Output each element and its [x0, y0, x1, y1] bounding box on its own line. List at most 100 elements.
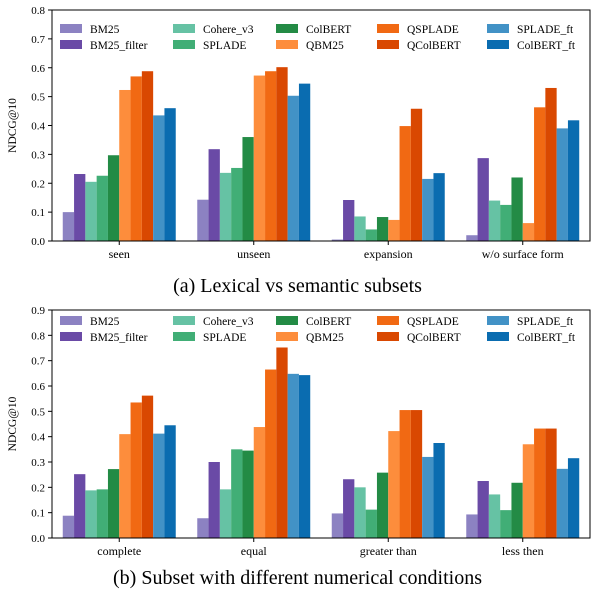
- y-tick-label: 0.7: [31, 34, 45, 46]
- bar-colbert-less-then: [511, 482, 523, 538]
- bar-colbert-w-o-surface-form: [511, 177, 523, 241]
- legend-label: BM25: [90, 316, 120, 328]
- legend-item-cohere-v3: Cohere_v3: [173, 24, 254, 36]
- legend-item-bm25: BM25: [60, 24, 120, 36]
- x-tick-label-equal: equal: [241, 544, 268, 558]
- legend-item-colbert-ft: ColBERT_ft: [487, 40, 576, 52]
- y-tick-label: 0.9: [31, 305, 45, 317]
- x-tick-label-complete: complete: [97, 544, 141, 558]
- legend-swatch: [276, 24, 298, 33]
- legend-swatch: [60, 24, 82, 33]
- bar-qbm25-equal: [253, 427, 266, 538]
- legend-swatch: [487, 332, 509, 341]
- chart-panel-a: 0.0 0.1 0.2 0.3 0.4 0.5 0.6 0.7 0.8 seen unseen exp…: [7, 5, 591, 297]
- legend-item-colbert: ColBERT: [276, 316, 351, 328]
- bar-splade-expansion: [365, 229, 377, 241]
- legend-label: BM25_filter: [90, 40, 148, 52]
- legend-swatch: [173, 40, 195, 49]
- legend-label: ColBERT: [306, 24, 351, 36]
- bar-bm25-unseen: [197, 199, 209, 241]
- bar-qsplade-complete: [130, 402, 142, 538]
- bar-splade-equal: [231, 449, 243, 538]
- x-tick-label-w-o-surface-form: w/o surface form: [482, 247, 565, 261]
- bar-qcolbert-seen: [141, 71, 154, 241]
- legend-swatch: [173, 316, 195, 325]
- bar-colbert-ft-expansion: [433, 173, 445, 241]
- y-tick-label: 0.3: [31, 149, 45, 161]
- legend-swatch: [173, 332, 195, 341]
- legend-item-splade-ft: SPLADE_ft: [487, 316, 574, 328]
- legend-swatch: [487, 40, 509, 49]
- bar-splade-ft-greater-than: [422, 456, 434, 538]
- bar-cohere-v3-seen: [85, 181, 97, 241]
- bar-qbm25-complete: [119, 434, 131, 538]
- bar-qsplade-seen: [130, 76, 142, 241]
- bar-qsplade-equal: [265, 369, 277, 538]
- y-tick-label: 0.1: [31, 207, 45, 219]
- legend-swatch: [377, 316, 399, 325]
- bar-qcolbert-complete: [141, 395, 154, 538]
- legend-swatch: [377, 332, 399, 341]
- bar-qsplade-greater-than: [399, 410, 411, 538]
- bar-cohere-v3-expansion: [354, 216, 366, 241]
- bar-splade-complete: [96, 489, 108, 538]
- plot-frame: [51, 309, 591, 539]
- y-tick-label: 0.6: [31, 63, 45, 75]
- bar-splade-less-then: [500, 510, 512, 538]
- legend-swatch: [173, 24, 195, 33]
- legend-item-bm25-filter: BM25_filter: [60, 40, 148, 52]
- panel-caption: (a) Lexical vs semantic subsets: [173, 275, 422, 297]
- legend-item-qbm25: QBM25: [276, 332, 344, 344]
- legend-swatch: [60, 332, 82, 341]
- legend-swatch: [377, 40, 399, 49]
- legend-item-qsplade: QSPLADE: [377, 316, 459, 328]
- legend-item-qbm25: QBM25: [276, 40, 344, 52]
- bar-cohere-v3-unseen: [219, 172, 232, 241]
- legend-label: SPLADE: [203, 40, 246, 52]
- y-tick-label: 0.6: [31, 381, 45, 393]
- legend-item-bm25: BM25: [60, 316, 120, 328]
- bar-colbert-ft-greater-than: [433, 443, 445, 538]
- bar-qsplade-less-then: [534, 428, 546, 538]
- bar-colbert-complete: [107, 469, 120, 538]
- bar-bm25-complete: [62, 515, 75, 538]
- legend-label: BM25_filter: [90, 332, 148, 344]
- legend-label: QColBERT: [407, 40, 461, 52]
- legend-swatch: [276, 332, 298, 341]
- y-tick-label: 0.4: [31, 121, 45, 133]
- bar-splade-ft-unseen: [287, 95, 299, 241]
- legend-label: QSPLADE: [407, 316, 459, 328]
- bar-qbm25-greater-than: [388, 431, 400, 538]
- x-tick-label-unseen: unseen: [237, 247, 270, 261]
- bar-colbert-seen: [107, 155, 120, 241]
- bar-splade-greater-than: [365, 509, 377, 538]
- bar-bm25-filter-unseen: [208, 149, 220, 241]
- legend-item-qcolbert: QColBERT: [377, 40, 461, 52]
- legend-item-bm25-filter: BM25_filter: [60, 332, 148, 344]
- bar-splade-ft-w-o-surface-form: [556, 128, 568, 241]
- bar-colbert-ft-seen: [164, 108, 176, 242]
- bar-cohere-v3-complete: [85, 490, 97, 538]
- legend-swatch: [60, 316, 82, 325]
- y-tick-label: 0.7: [31, 356, 45, 368]
- bar-qbm25-w-o-surface-form: [522, 223, 535, 241]
- x-tick-label-seen: seen: [109, 247, 130, 261]
- legend-item-colbert-ft: ColBERT_ft: [487, 332, 576, 344]
- bar-bm25-w-o-surface-form: [466, 235, 478, 241]
- legend-item-splade-ft: SPLADE_ft: [487, 24, 574, 36]
- y-tick-label: 0.5: [31, 92, 45, 104]
- bar-colbert-expansion: [376, 217, 389, 241]
- legend-item-colbert: ColBERT: [276, 24, 351, 36]
- legend-label: Cohere_v3: [203, 24, 254, 36]
- y-tick-label: 0.4: [31, 432, 45, 444]
- bar-qsplade-unseen: [265, 71, 277, 241]
- bar-bm25-filter-expansion: [343, 200, 355, 241]
- legend-label: SPLADE: [203, 332, 246, 344]
- legend-label: QBM25: [306, 332, 344, 344]
- bar-colbert-equal: [242, 450, 254, 538]
- bar-bm25-filter-equal: [208, 462, 220, 538]
- y-tick-label: 0.8: [31, 5, 45, 17]
- bar-bm25-greater-than: [331, 513, 344, 538]
- legend-label: QColBERT: [407, 332, 461, 344]
